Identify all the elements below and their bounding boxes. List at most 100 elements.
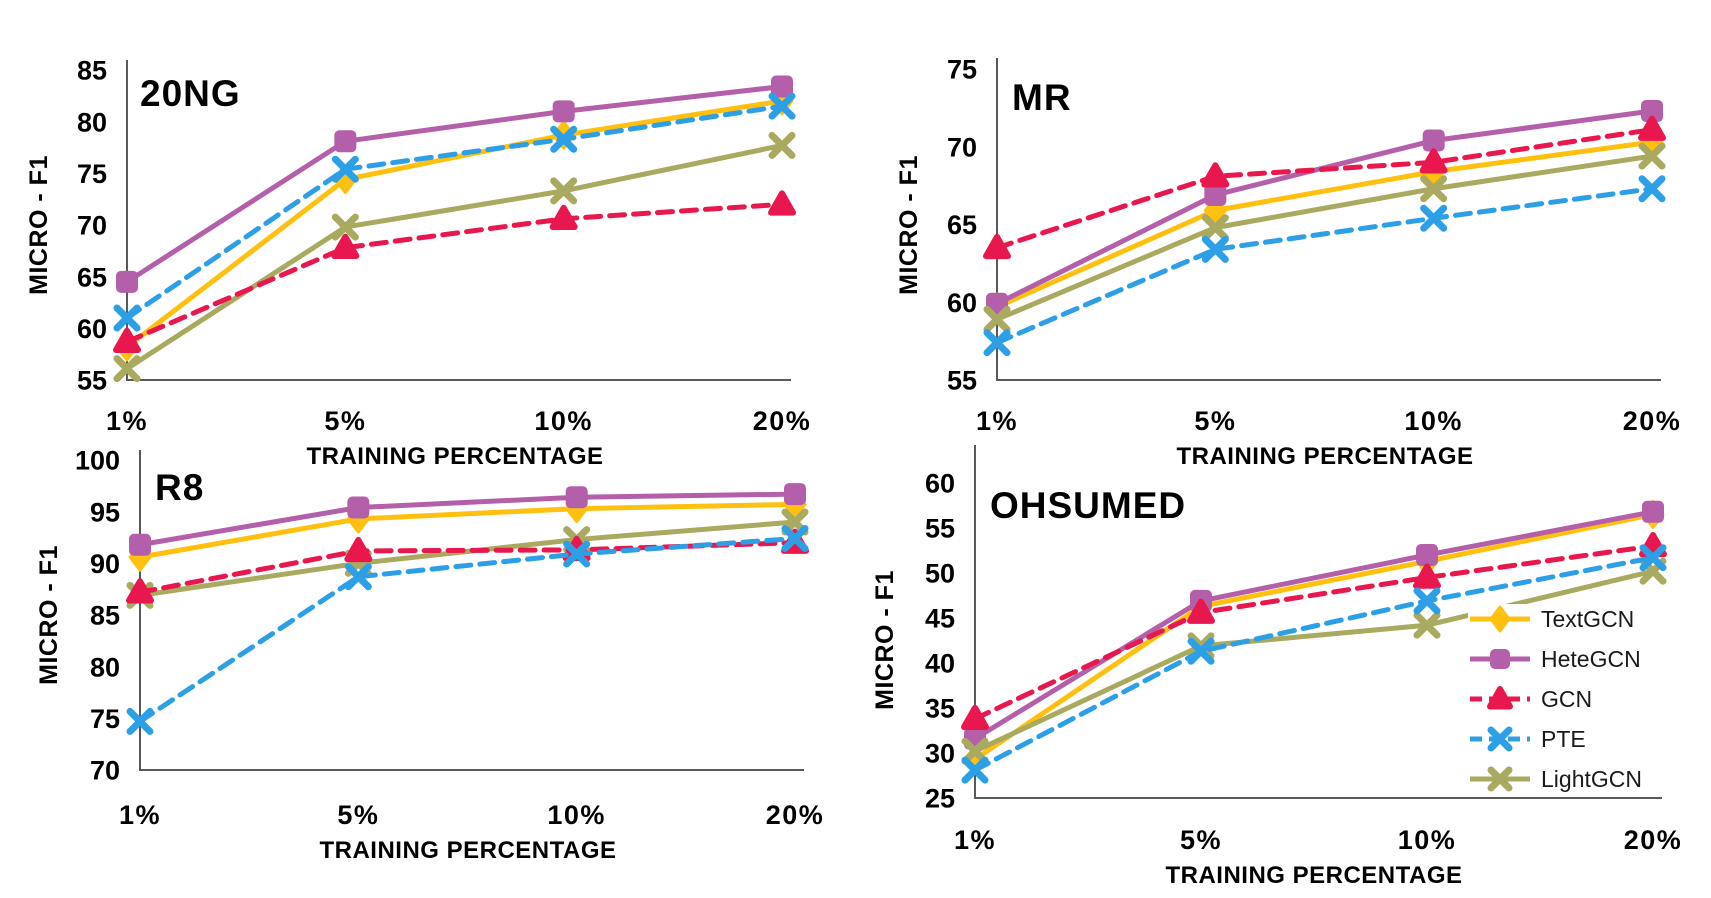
square-marker [784,483,806,506]
y-tick-label: 25 [925,784,955,814]
triangle-marker [1187,598,1215,624]
triangle-marker [331,233,360,259]
x-marker [1420,175,1448,203]
x-marker [1420,204,1448,232]
legend-label: TextGCN [1541,605,1635,632]
triangle-marker [1638,115,1666,141]
square-marker [565,486,588,509]
x-tick-label: 20% [753,406,812,436]
triangle-marker [549,204,578,231]
panel-title: R8 [155,467,204,508]
triangle-marker [1201,162,1230,188]
legend-label: PTE [1541,725,1586,752]
x-marker [113,304,141,332]
x-marker [961,737,989,765]
y-tick-label: 40 [925,649,955,679]
x-tick-label: 1% [119,800,161,830]
y-axis-title: MICRO - F1 [25,155,53,295]
legend-key-triangle-icon [1470,686,1530,710]
x-marker [1201,214,1229,242]
x-marker [768,131,796,159]
series-line-hetegcn [972,509,1656,742]
y-tick-label: 90 [90,549,120,579]
legend-label: HeteGCN [1541,645,1641,672]
y-tick-label: 85 [90,601,120,631]
legend-item-lightgcn: LightGCN [1468,764,1696,794]
series-line-textgcn [994,139,1655,310]
x-marker [550,125,578,153]
x-tick-label: 20% [1623,406,1682,436]
x-tick-label: 10% [534,406,593,436]
y-tick-label: 75 [947,55,977,85]
x-tick-label: 5% [337,800,379,830]
square-marker [1490,649,1510,669]
x-tick-label: 10% [1404,406,1463,436]
triangle-marker [983,233,1011,260]
square-marker [552,100,575,123]
series-line-pte [137,536,798,724]
triangle-marker [1413,563,1441,589]
triangle-marker [961,704,989,731]
x-marker [1201,235,1229,263]
x-marker [983,329,1011,357]
legend-item-pte: PTE [1468,724,1696,754]
series-line-pte [994,186,1655,346]
diamond-marker [1489,605,1511,633]
y-tick-label: 60 [925,469,955,499]
x-tick-label: 5% [324,406,366,436]
legend-key-square-icon [1470,649,1530,669]
chart-panel-mr: 75 70 65 60 55 1% 5% 10% 20% MR TRAINING PERCENTAG… [895,55,1682,470]
panel-title: 20NG [140,73,241,114]
square-marker [1641,99,1663,122]
x-marker [331,213,359,241]
x-marker [781,525,809,553]
chart-panel-r8: 100 95 90 85 80 75 70 1% 5% 10% 20% R8 TRAINING PERC… [35,446,823,864]
x-marker [768,92,796,120]
y-tick-label: 55 [925,514,955,544]
square-marker [1204,183,1227,206]
x-axis-title: TRAINING PERCENTAGE [319,837,616,864]
x-marker [1638,175,1666,203]
legend-label: LightGCN [1541,765,1642,792]
y-axis-title: MICRO - F1 [35,545,63,685]
y-tick-label: 75 [90,704,120,734]
square-marker [771,75,793,98]
triangle-marker [113,327,141,354]
x-marker [983,305,1011,333]
chart-panel-ohsumed: 60 55 50 45 40 35 30 25 1% 5% 10% 20% OHSUMED TRAININ… [871,445,1683,889]
x-tick-label: 10% [547,800,606,830]
legend-key-diamond-icon [1470,605,1530,633]
x-marker [1187,637,1215,665]
x-marker [1413,611,1441,639]
series-line-pte [972,555,1656,773]
y-tick-label: 70 [77,211,107,241]
square-marker [347,496,370,519]
series-line-hetegcn [137,491,798,548]
x-marker [344,563,372,591]
series-line-gcn [124,201,785,345]
x-marker [113,355,141,383]
series-line-hetegcn [124,84,785,285]
y-tick-label: 75 [77,159,107,189]
y-axis-title: MICRO - F1 [895,155,923,295]
y-tick-label: 85 [77,56,107,86]
square-marker [1416,544,1438,566]
series-line-lightgcn [972,568,1656,754]
x-axis-title: TRAINING PERCENTAGE [306,443,603,470]
chart-panel-20ng: 85 80 75 70 65 60 55 1% 5% 10% 20% 20NG TRAINING PER… [25,56,812,470]
triangle-marker [1487,686,1513,710]
series-line-lightgcn [994,153,1655,322]
series-line-lightgcn [124,142,785,372]
square-marker [129,533,151,556]
x-marker [550,177,578,205]
x-marker [126,707,154,735]
x-marker [1638,142,1666,170]
y-tick-label: 100 [75,446,120,476]
series-line-textgcn [137,501,798,560]
legend-item-textgcn: TextGCN [1468,604,1696,634]
x-tick-label: 20% [1624,825,1683,855]
x-axis-title: TRAINING PERCENTAGE [1165,862,1462,889]
x-tick-label: 5% [1180,825,1222,855]
triangle-marker [126,578,154,604]
